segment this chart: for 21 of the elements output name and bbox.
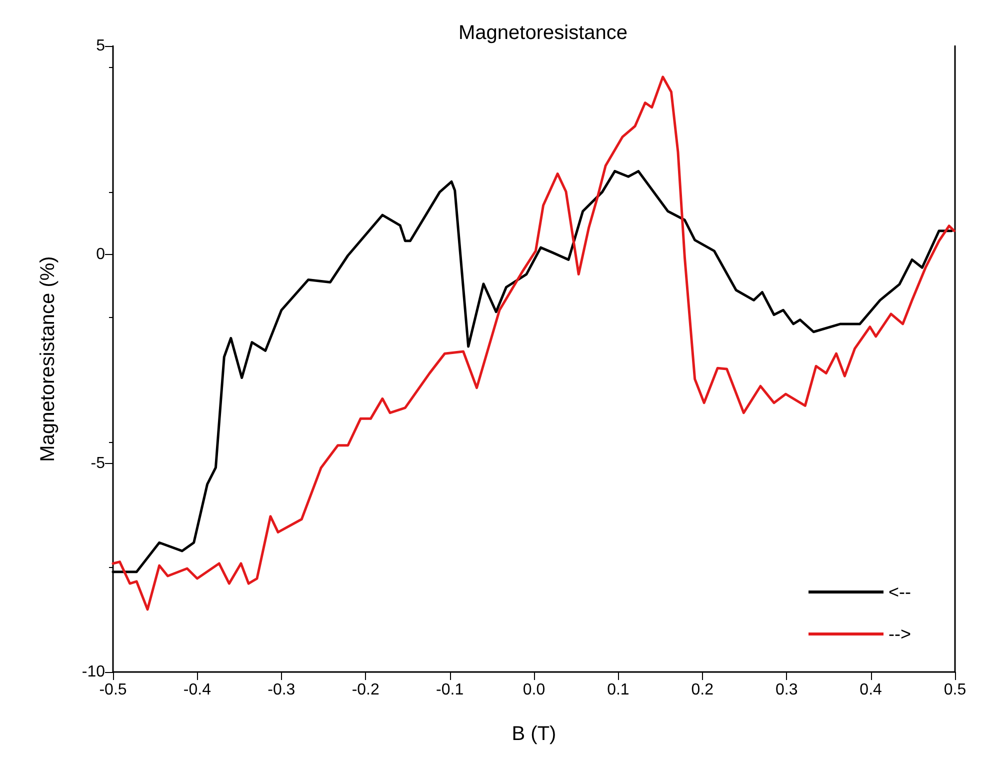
x-tick-label: 0.0 xyxy=(522,682,546,698)
line-series xyxy=(112,76,956,611)
x-tick-label: 0.4 xyxy=(860,682,882,698)
legend-label: <-- xyxy=(888,582,912,602)
x-tick-label: -0.3 xyxy=(268,682,296,698)
x-tick-label: -0.4 xyxy=(183,682,212,698)
x-tick-label: 0.1 xyxy=(607,682,630,698)
x-tick-label: 0.2 xyxy=(691,682,714,698)
legend-label: --> xyxy=(888,624,911,644)
x-tick-label: 0.3 xyxy=(775,682,798,698)
x-tick-label: -0.5 xyxy=(99,682,127,698)
x-axis-title: B (T) xyxy=(512,723,556,745)
chart-title: Magnetoresistance xyxy=(458,22,628,44)
x-tick-label: -0.2 xyxy=(352,682,380,698)
y-tick-label: -10 xyxy=(82,664,106,680)
y-tick-label: -5 xyxy=(90,454,106,472)
y-tick-label: 5 xyxy=(96,38,106,54)
x-tick-label: -0.1 xyxy=(436,682,464,698)
y-tick-label: 0 xyxy=(96,246,106,264)
y-axis-title: Magnetoresistance (%) xyxy=(37,256,59,462)
x-tick-label: 0.5 xyxy=(944,682,966,698)
